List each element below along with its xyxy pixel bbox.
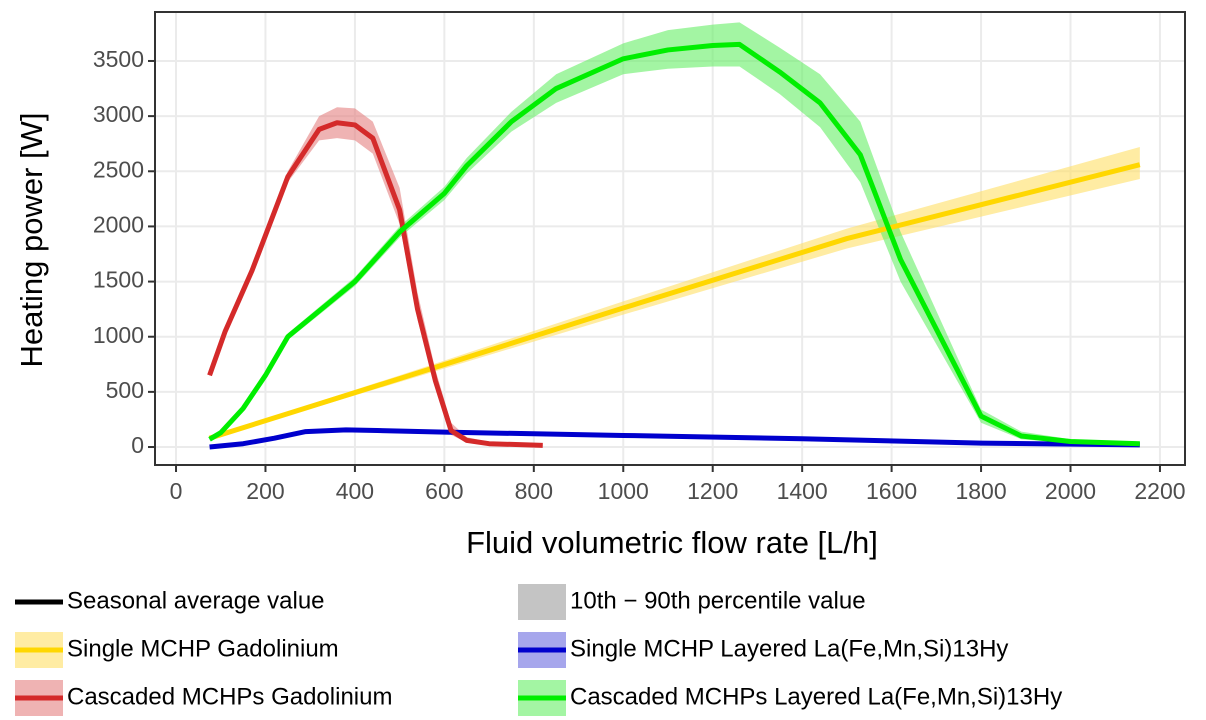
- series-line: [208, 162, 1141, 441]
- plot-border: [154, 11, 1186, 466]
- x-tick-label: 2000: [1045, 478, 1096, 504]
- y-tick-label: 1000: [93, 322, 144, 348]
- x-tick-label: 400: [336, 478, 374, 504]
- y-tick-label: 3000: [93, 101, 144, 127]
- legend-label: Single MCHP Layered La(Fe,Mn,Si)13Hy: [570, 635, 1008, 662]
- x-tick-label: 1600: [866, 478, 917, 504]
- legend-label: Cascaded MCHPs Layered La(Fe,Mn,Si)13Hy: [570, 683, 1062, 710]
- series-line: [207, 120, 543, 448]
- x-tick-label: 0: [170, 478, 183, 504]
- plot-background: [155, 12, 1185, 465]
- series-line: [208, 41, 1140, 447]
- x-tick-label: 200: [246, 478, 284, 504]
- y-axis-label: Heating power [W]: [14, 113, 49, 368]
- x-tick-label: 2200: [1134, 478, 1185, 504]
- legend-label: 10th − 90th percentile value: [570, 587, 866, 614]
- y-tick-label: 1500: [93, 267, 144, 293]
- legend-label: Single MCHP Gadolinium: [67, 635, 339, 662]
- series-line: [209, 427, 1140, 450]
- legend-label: Seasonal average value: [67, 587, 325, 614]
- x-tick-label: 1200: [687, 478, 738, 504]
- x-tick-label: 1400: [777, 478, 828, 504]
- y-tick-label: 3500: [93, 46, 144, 72]
- legend-key: [518, 584, 566, 620]
- y-tick-label: 500: [106, 377, 144, 403]
- y-tick-label: 0: [131, 432, 144, 458]
- x-axis-label: Fluid volumetric flow rate [L/h]: [466, 525, 878, 560]
- y-tick-label: 2500: [93, 156, 144, 182]
- x-tick-label: 1000: [598, 478, 649, 504]
- x-tick-label: 600: [425, 478, 463, 504]
- x-tick-label: 800: [515, 478, 553, 504]
- legend-label: Cascaded MCHPs Gadolinium: [67, 683, 392, 710]
- y-tick-label: 2000: [93, 212, 144, 238]
- x-tick-label: 1800: [955, 478, 1006, 504]
